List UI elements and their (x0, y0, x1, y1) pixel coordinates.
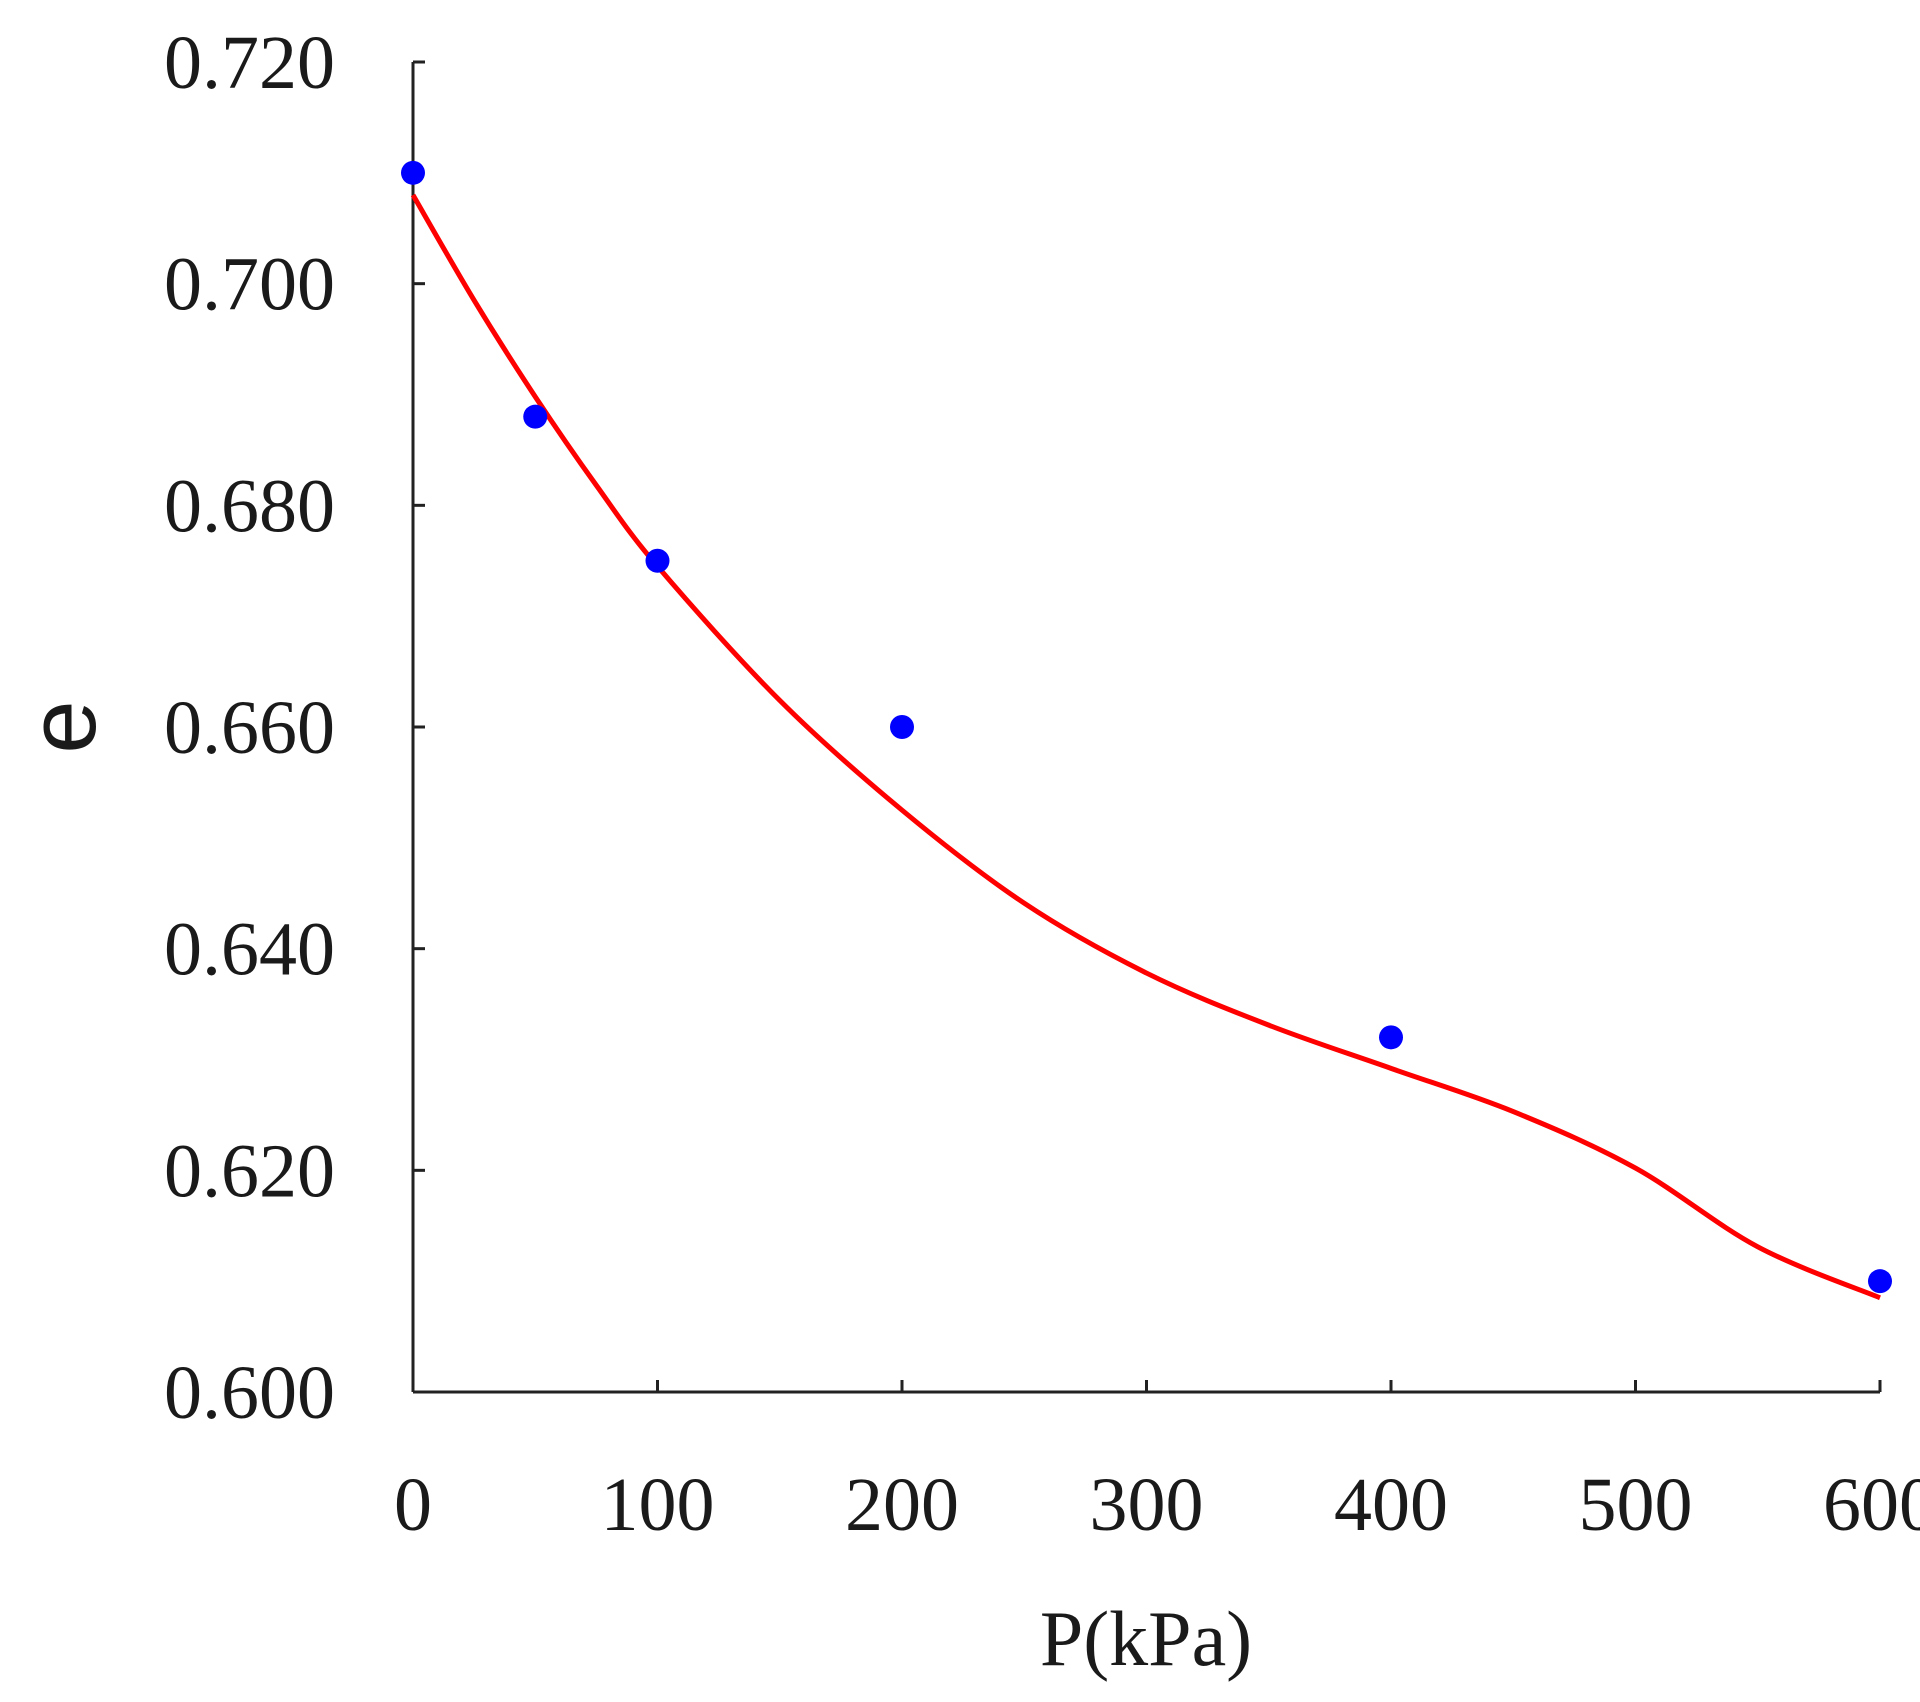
data-point (523, 404, 548, 429)
x-tick-label: 600 (1823, 1463, 1920, 1547)
x-tick-label: 100 (601, 1463, 715, 1547)
y-tick-label: 0.660 (164, 686, 335, 770)
y-tick-label: 0.620 (164, 1129, 335, 1213)
x-tick-label: 0 (394, 1463, 432, 1547)
y-tick-label: 0.680 (164, 464, 335, 548)
x-tick-label: 300 (1090, 1463, 1204, 1547)
data-point (890, 715, 914, 739)
x-ticks: 0 100 200 300 400 500 600 (394, 1380, 1920, 1547)
data-point (401, 160, 425, 185)
x-tick-label: 500 (1579, 1463, 1693, 1547)
data-point (645, 548, 670, 573)
x-tick-label: 200 (845, 1463, 959, 1547)
data-point (1379, 1025, 1403, 1050)
data-points-series (401, 160, 1892, 1294)
y-axis-title: e (9, 700, 116, 753)
plot-area: 0.600 0.620 0.640 0.660 0.680 0.700 0.720 0 100… (164, 21, 1920, 1547)
y-tick-label: 0.720 (164, 21, 335, 105)
x-axis-title: P(kPa) (1040, 1595, 1252, 1682)
fit-curve-line (410, 193, 1881, 1301)
y-tick-label: 0.600 (164, 1351, 335, 1435)
x-tick-label: 400 (1334, 1463, 1448, 1547)
y-ticks: 0.600 0.620 0.640 0.660 0.680 0.700 0.720 (164, 21, 425, 1435)
data-point (1868, 1269, 1892, 1294)
y-tick-label: 0.700 (164, 243, 335, 327)
fit-curve-series (410, 193, 1881, 1301)
y-tick-label: 0.640 (164, 908, 335, 992)
